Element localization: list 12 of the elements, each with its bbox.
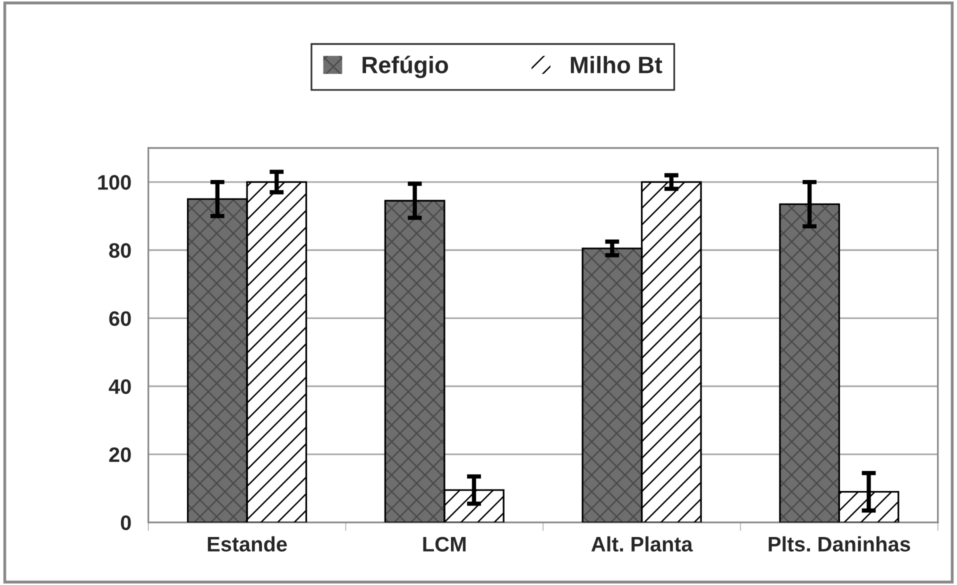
y-tick-label: 20 bbox=[109, 447, 131, 462]
legend-label: Refúgio bbox=[362, 56, 448, 78]
y-tick-label: 100 bbox=[98, 175, 131, 190]
x-tick-label: Estande bbox=[208, 536, 287, 552]
legend-label: Milho Bt bbox=[570, 56, 662, 74]
y-tick-label: 0 bbox=[120, 515, 131, 530]
y-tick-label: 40 bbox=[108, 379, 131, 394]
x-tick-label: Alt. Planta bbox=[591, 536, 693, 552]
x-tick-label: LCM bbox=[423, 536, 466, 552]
y-tick-label: 60 bbox=[109, 311, 131, 326]
y-tick-label: 80 bbox=[109, 243, 131, 258]
x-tick-label: Plts. Daninhas bbox=[768, 536, 910, 552]
